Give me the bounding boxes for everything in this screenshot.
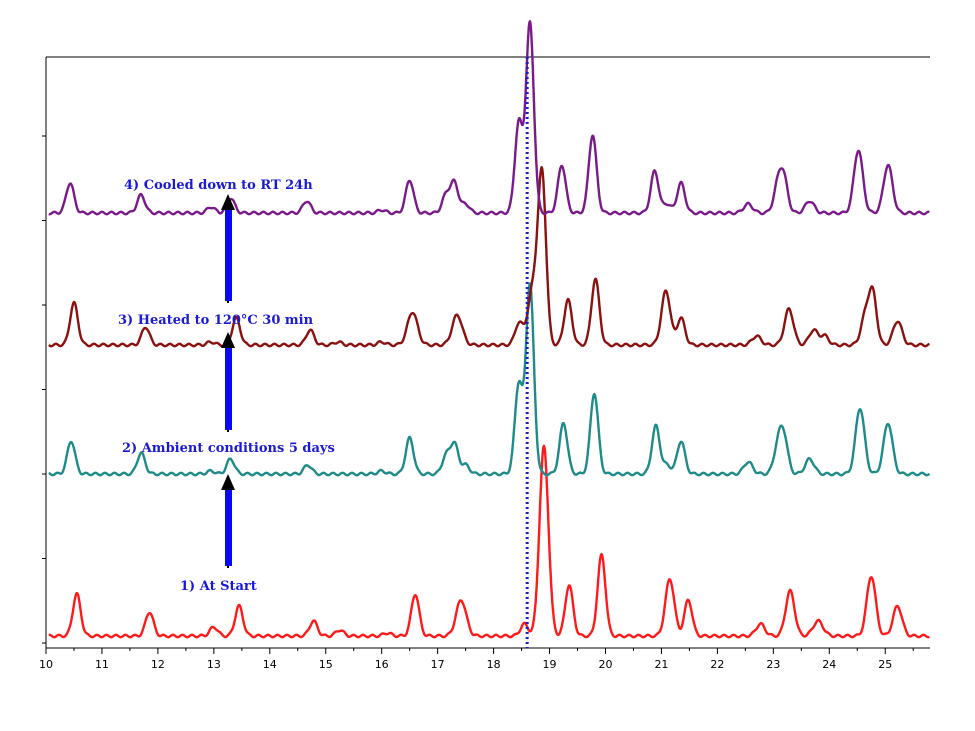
label-at-start: 1) At Start bbox=[180, 579, 257, 594]
arrow-ambient bbox=[221, 332, 235, 432]
arrow-start bbox=[221, 474, 235, 568]
x-tick-label: 21 bbox=[654, 658, 668, 671]
x-tick-label: 13 bbox=[207, 658, 221, 671]
annotation-layer: 1) At Start 2) Ambient conditions 5 days… bbox=[118, 178, 335, 594]
series-line-1 bbox=[48, 444, 931, 639]
x-tick-label: 15 bbox=[319, 658, 333, 671]
label-ambient: 2) Ambient conditions 5 days bbox=[122, 441, 335, 456]
x-tick-label: 17 bbox=[431, 658, 445, 671]
axes: 10 11 12 13 14 15 16 17 18 19 20 21 22 23 24 25 bbox=[39, 56, 930, 671]
series-layer bbox=[48, 20, 931, 639]
x-tick-label: 12 bbox=[151, 658, 165, 671]
x-tick-label: 25 bbox=[878, 658, 892, 671]
label-heated: 3) Heated to 120°C 30 min bbox=[118, 313, 314, 328]
x-tick-label: 24 bbox=[822, 658, 836, 671]
series-line-3 bbox=[48, 166, 931, 348]
series-line-2 bbox=[48, 282, 931, 477]
series-line-4 bbox=[48, 20, 931, 216]
x-tick-label: 18 bbox=[487, 658, 501, 671]
x-tick-label: 11 bbox=[95, 658, 109, 671]
x-tick-label: 10 bbox=[39, 658, 53, 671]
x-tick-label: 19 bbox=[543, 658, 557, 671]
x-tick-label: 14 bbox=[263, 658, 277, 671]
x-tick-label: 16 bbox=[375, 658, 389, 671]
arrow-heated bbox=[221, 194, 235, 303]
x-tick-label: 23 bbox=[766, 658, 780, 671]
label-cooled: 4) Cooled down to RT 24h bbox=[124, 178, 313, 193]
x-tick-label: 22 bbox=[710, 658, 724, 671]
x-tick-label: 20 bbox=[598, 658, 612, 671]
